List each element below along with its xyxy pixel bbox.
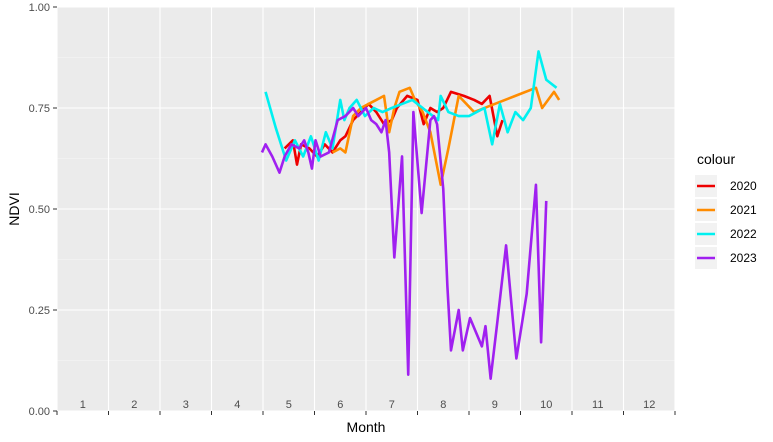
legend-label-2022: 2022 — [730, 227, 757, 241]
y-tick-label: 0.50 — [29, 204, 50, 216]
x-tick-label: 6 — [337, 399, 343, 411]
x-tick-label: 10 — [540, 399, 552, 411]
series-line-2022 — [264, 50, 558, 162]
y-tick-label: 1.00 — [29, 2, 50, 14]
legend-label-2021: 2021 — [730, 203, 757, 217]
x-tick-label: 3 — [183, 399, 189, 411]
x-tick-label: 9 — [492, 399, 498, 411]
y-tick-label: 0.75 — [29, 103, 50, 115]
y-tick-label: 0.25 — [29, 305, 50, 317]
x-tick-label: 4 — [234, 399, 240, 411]
legend-label-2023: 2023 — [730, 251, 757, 265]
x-tick-label: 1 — [80, 399, 86, 411]
x-tick-label: 12 — [643, 399, 655, 411]
series-lines — [260, 50, 561, 380]
x-axis-title: Month — [347, 419, 386, 435]
series-line-2023 — [260, 106, 548, 380]
x-tick-label: 2 — [131, 399, 137, 411]
legend-label-2020: 2020 — [730, 179, 757, 193]
y-axis-title: NDVI — [6, 192, 22, 225]
x-axis: 1 2 3 4 5 6 7 8 9 10 11 12 — [56, 399, 676, 415]
x-tick-label: 8 — [440, 399, 446, 411]
y-axis: 0.00 0.25 0.50 0.75 1.00 — [29, 2, 57, 418]
x-tick-label: 7 — [389, 399, 395, 411]
x-tick-label: 5 — [286, 399, 292, 411]
legend-items: 2020 2021 2022 2023 — [695, 175, 757, 269]
legend: colour 2020 2021 2022 2023 — [695, 151, 757, 269]
x-tick-label: 11 — [592, 399, 603, 411]
legend-title: colour — [697, 151, 735, 167]
y-tick-label: 0.00 — [29, 406, 50, 418]
